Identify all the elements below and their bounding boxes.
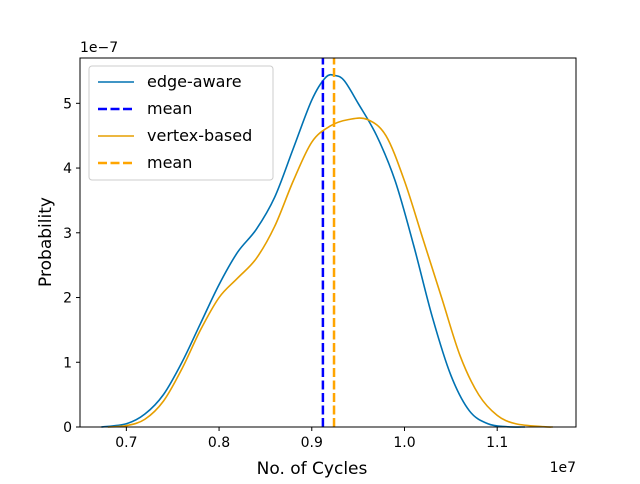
- x-axis-label: No. of Cycles: [257, 459, 368, 479]
- legend-label: mean: [147, 99, 192, 118]
- axes-frame: [79, 57, 577, 428]
- series-layer: [101, 58, 553, 428]
- x-tick-label: 0.9: [301, 435, 323, 451]
- y-tick-label: 4: [63, 161, 72, 177]
- y-tick-label: 0: [63, 420, 72, 436]
- x-tick-label: 1.1: [486, 435, 508, 451]
- y-tick-label: 5: [63, 96, 72, 112]
- y-offset-label: 1e−7: [80, 40, 118, 56]
- legend-label: edge-aware: [147, 72, 242, 91]
- legend-box: [88, 65, 274, 181]
- x-tick-label: 1.0: [393, 435, 415, 451]
- legend-label: vertex-based: [147, 126, 252, 145]
- ticks-layer: 0.7 0.8 0.9 1.0 1.1 0 1 2 3 4 5: [63, 96, 508, 451]
- legend: edge-aware mean vertex-based mean: [88, 65, 274, 181]
- y-tick-label: 2: [63, 291, 72, 307]
- y-tick-label: 1: [63, 355, 72, 371]
- x-tick-label: 0.7: [115, 435, 137, 451]
- x-offset-label: 1e7: [550, 460, 576, 476]
- legend-label: mean: [147, 153, 192, 172]
- x-tick-label: 0.8: [208, 435, 230, 451]
- y-tick-label: 3: [63, 226, 72, 242]
- y-axis-label: Probability: [36, 197, 56, 287]
- series-line-2: [107, 117, 553, 428]
- series-line-0: [101, 73, 526, 428]
